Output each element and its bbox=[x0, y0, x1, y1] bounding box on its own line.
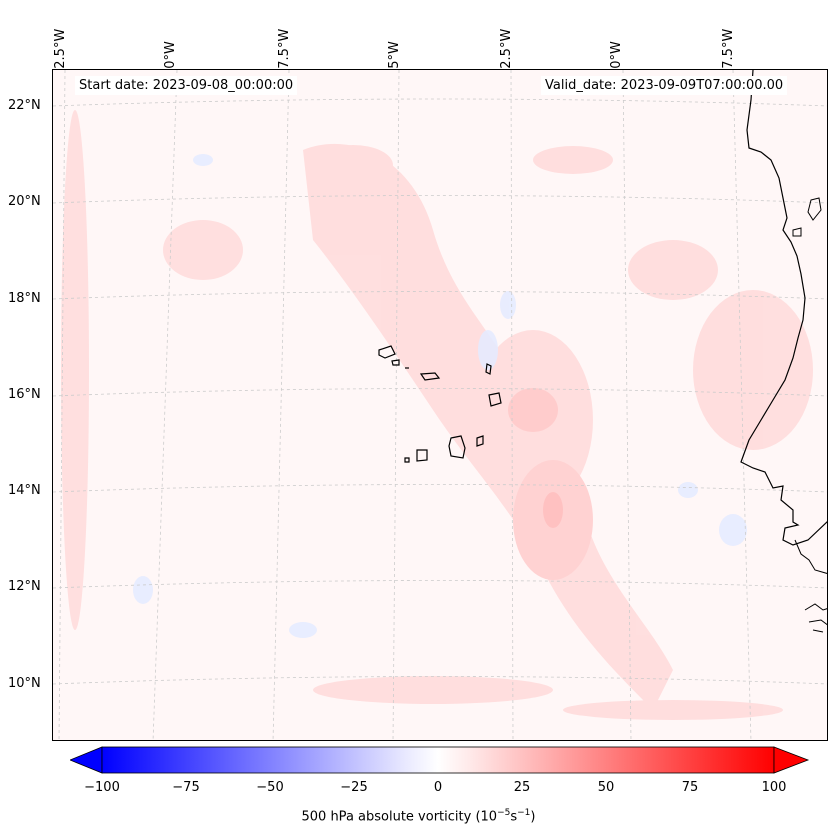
valid-date-label: Valid_date: 2023-09-09T07:00:00.00 bbox=[541, 76, 788, 95]
graticule bbox=[53, 70, 827, 740]
african-coastline bbox=[740, 70, 827, 546]
island-sao-nicolau bbox=[419, 372, 441, 381]
colorbar-label: 500 hPa absolute vorticity (10−5s−1) bbox=[301, 808, 536, 825]
colorbar-tick-0: 0 bbox=[433, 780, 443, 795]
lat-label-16n: 16°N bbox=[8, 387, 41, 402]
island-sao-vicente bbox=[391, 359, 400, 366]
positive-vorticity-field bbox=[61, 110, 813, 720]
island-boa-vista bbox=[488, 392, 502, 407]
island-sal bbox=[485, 363, 492, 375]
colorbar-max-extend bbox=[773, 746, 810, 774]
colorbar-tick-50: 50 bbox=[597, 780, 615, 795]
bijagos-islands bbox=[792, 197, 822, 237]
lat-label-10n: 10°N bbox=[8, 676, 41, 691]
start-date-label: Start date: 2023-09-08_00:00:00 bbox=[75, 76, 298, 95]
island-fogo bbox=[416, 449, 428, 462]
negative-vorticity-field bbox=[133, 154, 747, 638]
lat-label-22n: 22°N bbox=[8, 98, 41, 113]
vorticity-map bbox=[53, 70, 827, 740]
lat-label-20n: 20°N bbox=[8, 194, 41, 209]
island-santiago bbox=[448, 435, 466, 459]
lat-label-18n: 18°N bbox=[8, 291, 41, 306]
colorbar-tick-75: 75 bbox=[681, 780, 699, 795]
lat-label-14n: 14°N bbox=[8, 483, 41, 498]
guinea-bissau-coast bbox=[804, 603, 827, 633]
colorbar-tick-neg75: −75 bbox=[172, 780, 200, 795]
cape-verde-islands bbox=[378, 345, 502, 463]
colorbar-tick-neg25: −25 bbox=[340, 780, 368, 795]
island-maio bbox=[476, 435, 484, 447]
island-santo-antao bbox=[378, 345, 396, 359]
colorbar-bar bbox=[101, 746, 775, 774]
island-brava bbox=[404, 457, 410, 463]
senegal-gambia-coast bbox=[794, 539, 827, 574]
colorbar-tick-25: 25 bbox=[513, 780, 531, 795]
colorbar bbox=[70, 746, 810, 774]
lat-label-12n: 12°N bbox=[8, 579, 41, 594]
colorbar-tick-neg100: −100 bbox=[84, 780, 120, 795]
colorbar-tick-neg50: −50 bbox=[256, 780, 284, 795]
colorbar-tick-100: 100 bbox=[761, 780, 787, 795]
map-panel bbox=[52, 69, 828, 741]
colorbar-min-extend bbox=[70, 746, 103, 774]
